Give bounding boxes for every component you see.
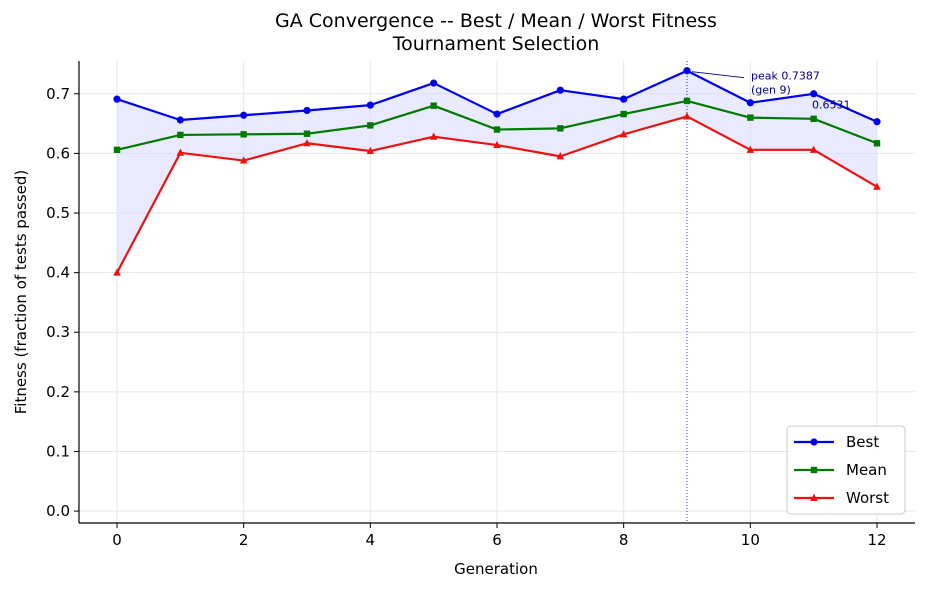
best-point — [810, 90, 818, 98]
best-point — [430, 79, 438, 87]
final-best-annotation: 0.6531 — [812, 99, 851, 112]
worst-point — [493, 140, 501, 149]
best-point — [620, 95, 628, 103]
best-point — [493, 110, 501, 118]
mean-point — [240, 131, 247, 138]
x-tick-label: 0 — [112, 531, 122, 549]
best-point — [240, 111, 248, 119]
series-lines — [113, 67, 881, 276]
peak-annotation-line1: peak 0.7387 — [751, 70, 820, 83]
worst-point — [556, 152, 565, 160]
best-point — [746, 99, 754, 107]
mean-point — [303, 130, 311, 137]
best-point — [113, 95, 121, 103]
mean-point — [430, 102, 437, 109]
y-axis-title: Fitness (fraction of tests passed) — [12, 170, 30, 415]
mean-point — [493, 126, 501, 133]
y-tick-label: 0.2 — [46, 383, 70, 401]
worst-point — [619, 130, 628, 138]
legend-frame — [786, 425, 906, 515]
peak-annotation: peak 0.7387 (gen 9) — [691, 70, 820, 97]
x-tick-label: 8 — [619, 531, 629, 549]
y-tick-label: 0.5 — [46, 204, 70, 222]
worst-point — [303, 139, 311, 147]
best-point — [366, 101, 374, 109]
worst-point — [746, 145, 755, 153]
mean-point — [113, 146, 121, 154]
y-tick-label: 0.4 — [46, 264, 70, 282]
worst-point — [176, 148, 185, 156]
peak-annotation-arrow — [691, 71, 745, 79]
y-tick-label: 0.1 — [46, 442, 70, 460]
mean-point — [683, 97, 691, 105]
best-worst-fill — [117, 70, 877, 273]
legend: Best Mean Worst — [786, 425, 906, 515]
mean-point — [747, 114, 754, 121]
legend-best-marker — [810, 438, 818, 446]
legend-mean-label: Mean — [846, 461, 887, 479]
y-tick-label: 0.6 — [46, 144, 70, 162]
mean-point — [367, 122, 374, 129]
mean-point — [810, 115, 817, 123]
mean-point — [873, 140, 881, 147]
worst-point — [873, 182, 881, 190]
mean-point — [557, 125, 564, 132]
worst-point — [809, 145, 818, 153]
x-tick-label: 12 — [867, 531, 886, 549]
best-point — [176, 116, 184, 124]
x-axis-title: Generation — [454, 560, 538, 578]
x-tick-label: 2 — [239, 531, 249, 549]
worst-point — [429, 132, 438, 140]
legend-best-label: Best — [846, 433, 879, 451]
best-point — [303, 106, 311, 115]
x-tick-label: 10 — [741, 531, 760, 549]
legend-worst-marker — [810, 493, 818, 501]
y-tick-label: 0.0 — [46, 502, 70, 520]
best-point — [556, 86, 564, 94]
fill-area — [117, 70, 877, 273]
legend-worst-label: Worst — [846, 489, 889, 507]
mean-series — [113, 97, 881, 154]
worst-point — [113, 268, 121, 276]
worst-point — [366, 146, 375, 155]
mean-point — [177, 131, 184, 139]
x-tick-label: 6 — [492, 531, 502, 549]
best-series — [113, 67, 881, 126]
worst-point — [239, 156, 248, 164]
y-tick-label: 0.7 — [46, 85, 70, 103]
worst-point — [683, 112, 691, 120]
legend-mean-marker — [810, 466, 818, 474]
mean-point — [620, 110, 627, 118]
y-tick-label: 0.3 — [46, 323, 70, 341]
chart-subtitle: Tournament Selection — [392, 33, 600, 55]
chart-title: GA Convergence -- Best / Mean / Worst Fi… — [275, 10, 717, 32]
best-point — [873, 118, 881, 126]
worst-series — [113, 112, 881, 276]
peak-annotation-line2: (gen 9) — [751, 84, 791, 97]
ticks: 0 2 4 6 8 10 12 0.0 0.1 0.2 0.3 0.4 0.5 0.6 0.7 — [46, 85, 886, 549]
best-point — [683, 67, 691, 75]
x-tick-label: 4 — [366, 531, 376, 549]
